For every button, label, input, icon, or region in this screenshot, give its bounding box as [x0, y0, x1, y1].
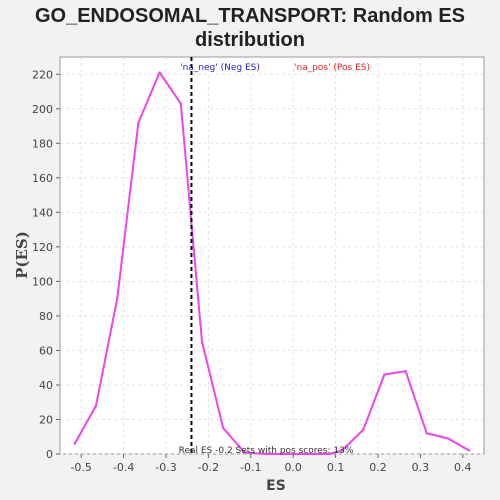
series-line [73, 71, 470, 455]
y-tick-label: 20 [39, 413, 53, 426]
neg-es-label: 'na_neg' (Neg ES) [180, 63, 260, 73]
data-point [179, 102, 183, 105]
data-point [383, 373, 386, 376]
data-marks [73, 57, 471, 456]
x-tick-label: -0.5 [70, 461, 91, 474]
data-point [361, 428, 365, 432]
y-tick-label: 140 [32, 206, 53, 219]
plot-area [59, 56, 485, 455]
x-tick-label: -0.1 [240, 461, 261, 474]
data-point [137, 121, 140, 124]
data-point [200, 340, 204, 344]
real-es-annotation: Real ES -0.2 Sets with pos scores: 13% [179, 446, 354, 456]
x-tick-label: 0.2 [369, 461, 387, 474]
x-tick-label: 0.1 [327, 461, 345, 474]
pos-es-label: 'na_pos' (Pos ES) [294, 63, 370, 73]
y-tick-label: 100 [32, 275, 53, 288]
x-axis: -0.5 -0.4 -0.3 -0.2 -0.1 0.0 0.1 0.2 0.3 0.4 [70, 454, 472, 474]
data-point [467, 449, 471, 452]
data-point [425, 432, 428, 435]
chart-title-line-1: GO_ENDOSOMAL_TRANSPORT: Random ES [35, 5, 465, 27]
y-tick-label: 160 [32, 172, 53, 185]
data-point [73, 442, 77, 445]
data-point [94, 404, 98, 407]
x-tick-label: 0.3 [412, 461, 430, 474]
data-point [264, 452, 267, 456]
x-axis-label: ES [266, 478, 286, 494]
y-tick-label: 40 [39, 379, 53, 392]
x-tick-label: -0.2 [198, 461, 219, 474]
y-tick-label: 80 [39, 310, 53, 323]
data-point [306, 452, 310, 456]
y-tick-label: 200 [32, 103, 53, 116]
grid [60, 57, 484, 455]
data-point [328, 452, 331, 456]
data-point [116, 297, 119, 300]
y-axis-label: P(ES) [13, 231, 31, 279]
data-point [340, 449, 344, 452]
data-point [285, 452, 289, 456]
y-tick-label: 60 [39, 344, 53, 357]
x-tick-label: 0.4 [454, 461, 472, 474]
x-tick-label: -0.4 [113, 461, 134, 474]
data-point [243, 451, 246, 454]
data-point [158, 71, 161, 74]
data-point [222, 426, 225, 430]
y-tick-label: 180 [32, 137, 53, 150]
x-tick-label: 0.0 [284, 461, 302, 474]
chart-title-line-2: distribution [195, 29, 305, 51]
x-tick-label: -0.3 [155, 461, 176, 474]
data-point [446, 437, 450, 440]
data-point [404, 369, 407, 373]
y-tick-label: 220 [32, 68, 53, 81]
y-tick-label: 0 [46, 448, 53, 461]
y-axis: 0 20 40 60 80 100 120 140 160 180 200 220 [32, 68, 60, 461]
y-tick-label: 120 [32, 241, 53, 254]
